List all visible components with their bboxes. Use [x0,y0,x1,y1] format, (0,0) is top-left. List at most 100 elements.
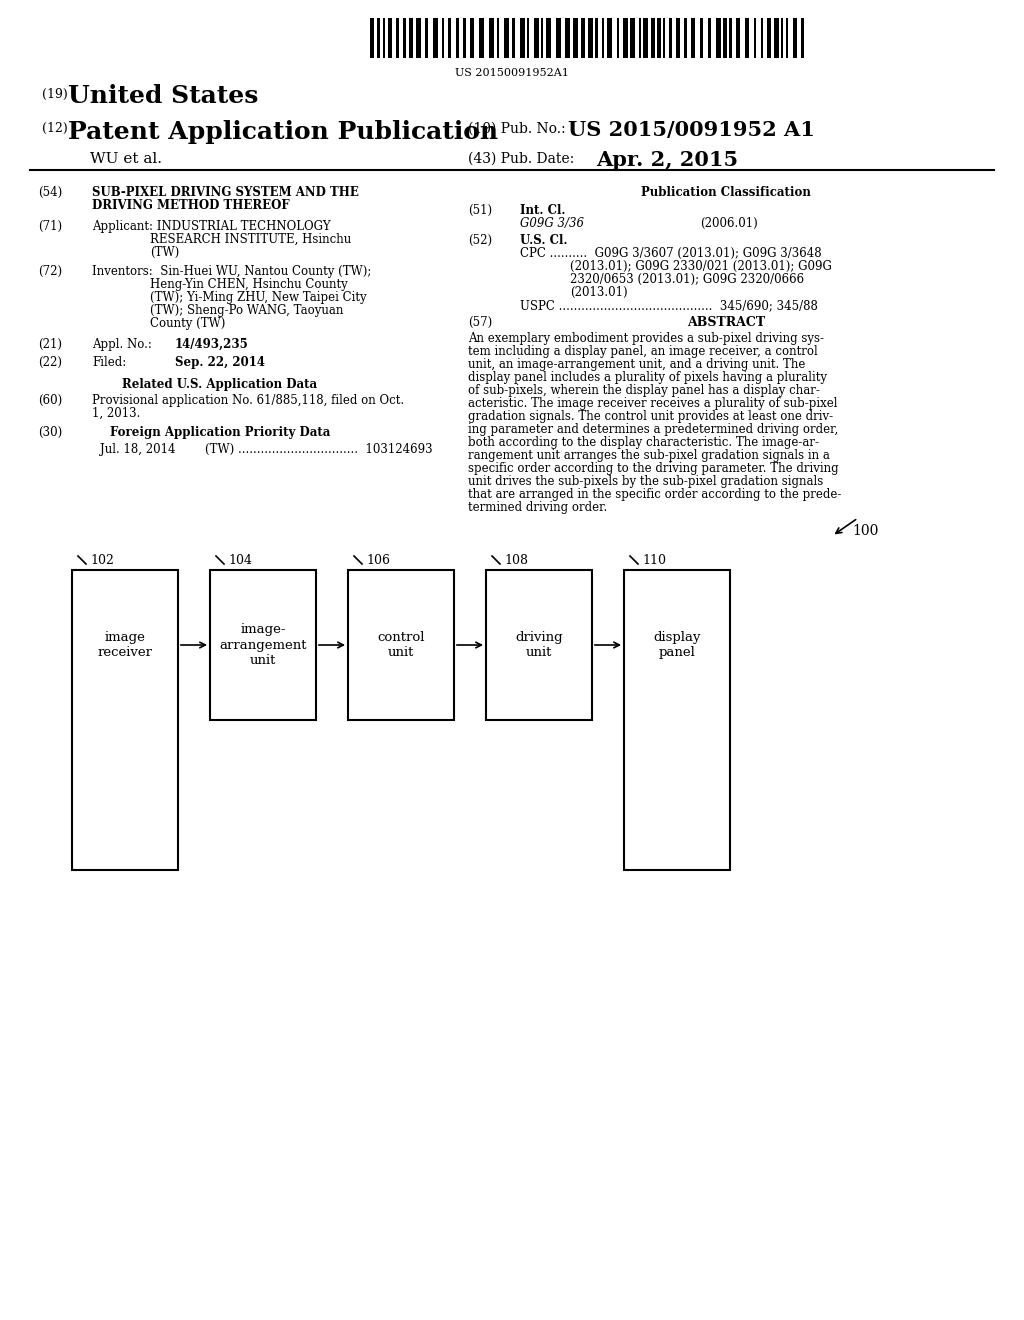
Bar [463,18,466,58]
Bar [691,18,695,58]
Text: rangement unit arranges the sub-pixel gradation signals in a: rangement unit arranges the sub-pixel gr… [468,449,829,462]
Bar [617,18,618,58]
Text: Inventors:  Sin-Huei WU, Nantou County (TW);: Inventors: Sin-Huei WU, Nantou County (T… [92,265,372,279]
Bar [708,18,711,58]
Bar [729,18,732,58]
Bar [754,18,756,58]
Bar [489,18,494,58]
Text: image-
arrangement
unit: image- arrangement unit [219,623,307,667]
Bar [602,18,604,58]
Text: Jul. 18, 2014: Jul. 18, 2014 [100,444,175,455]
Bar [786,18,788,58]
Bar [767,18,771,58]
Bar [669,18,672,58]
Bar [348,570,454,719]
Text: display panel includes a plurality of pixels having a plurality: display panel includes a plurality of pi… [468,371,827,384]
Bar [623,18,628,58]
Bar [546,18,551,58]
Bar [449,18,451,58]
Bar [456,18,459,58]
Text: (2006.01): (2006.01) [700,216,758,230]
Text: Applicant: INDUSTRIAL TECHNOLOGY: Applicant: INDUSTRIAL TECHNOLOGY [92,220,331,234]
Text: (52): (52) [468,234,493,247]
Bar [520,18,525,58]
Bar [781,18,783,58]
Bar [581,18,585,58]
Text: (TW): (TW) [150,246,179,259]
Bar [774,18,779,58]
Bar [370,18,374,58]
Bar [72,570,178,870]
Bar [479,18,484,58]
Bar [624,570,730,870]
Text: Related U.S. Application Data: Related U.S. Application Data [123,378,317,391]
Text: County (TW): County (TW) [150,317,225,330]
Bar [409,18,413,58]
Text: gradation signals. The control unit provides at least one driv-: gradation signals. The control unit prov… [468,411,834,422]
Text: (51): (51) [468,205,493,216]
Bar [396,18,399,58]
Text: (22): (22) [38,356,62,370]
Bar [210,570,316,719]
Text: unit, an image-arrangement unit, and a driving unit. The: unit, an image-arrangement unit, and a d… [468,358,805,371]
Bar [527,18,529,58]
Text: 102: 102 [90,554,114,568]
Bar [630,18,635,58]
Text: (TW) ................................  103124693: (TW) ................................ 10… [205,444,432,455]
Bar [657,18,662,58]
Text: Apr. 2, 2015: Apr. 2, 2015 [596,150,738,170]
Bar [541,18,543,58]
Bar [403,18,406,58]
Bar [639,18,641,58]
Bar [663,18,665,58]
Bar [486,570,592,719]
Bar [377,18,380,58]
Text: (TW); Sheng-Po WANG, Taoyuan: (TW); Sheng-Po WANG, Taoyuan [150,304,343,317]
Text: acteristic. The image receiver receives a plurality of sub-pixel: acteristic. The image receiver receives … [468,397,838,411]
Text: RESEARCH INSTITUTE, Hsinchu: RESEARCH INSTITUTE, Hsinchu [150,234,351,246]
Bar [643,18,648,58]
Bar [534,18,539,58]
Text: image
receiver: image receiver [97,631,153,659]
Bar [425,18,428,58]
Text: that are arranged in the specific order according to the prede-: that are arranged in the specific order … [468,488,842,502]
Text: display
panel: display panel [653,631,700,659]
Text: WU et al.: WU et al. [90,152,162,166]
Bar [676,18,680,58]
Bar [470,18,474,58]
Text: termined driving order.: termined driving order. [468,502,607,513]
Text: driving
unit: driving unit [515,631,563,659]
Text: Int. Cl.: Int. Cl. [520,205,565,216]
Bar [700,18,703,58]
Bar [588,18,593,58]
Text: (60): (60) [38,393,62,407]
Text: Publication Classification: Publication Classification [641,186,811,199]
Text: 2320/0653 (2013.01); G09G 2320/0666: 2320/0653 (2013.01); G09G 2320/0666 [570,273,804,286]
Text: control
unit: control unit [377,631,425,659]
Text: Heng-Yin CHEN, Hsinchu County: Heng-Yin CHEN, Hsinchu County [150,279,348,290]
Text: Filed:: Filed: [92,356,126,370]
Text: (71): (71) [38,220,62,234]
Bar [723,18,727,58]
Text: of sub-pixels, wherein the display panel has a display char-: of sub-pixels, wherein the display panel… [468,384,820,397]
Text: 106: 106 [366,554,390,568]
Bar [416,18,421,58]
Text: An exemplary embodiment provides a sub-pixel driving sys-: An exemplary embodiment provides a sub-p… [468,333,824,345]
Bar [651,18,655,58]
Bar [801,18,804,58]
Text: (21): (21) [38,338,62,351]
Text: Patent Application Publication: Patent Application Publication [68,120,498,144]
Text: SUB-PIXEL DRIVING SYSTEM AND THE: SUB-PIXEL DRIVING SYSTEM AND THE [92,186,358,199]
Text: (19): (19) [42,88,68,102]
Text: ABSTRACT: ABSTRACT [687,315,765,329]
Text: (2013.01); G09G 2330/021 (2013.01); G09G: (2013.01); G09G 2330/021 (2013.01); G09G [570,260,831,273]
Text: 110: 110 [642,554,666,568]
Text: both according to the display characteristic. The image-ar-: both according to the display characteri… [468,436,819,449]
Bar [607,18,612,58]
Text: DRIVING METHOD THEREOF: DRIVING METHOD THEREOF [92,199,290,213]
Text: ing parameter and determines a predetermined driving order,: ing parameter and determines a predeterm… [468,422,839,436]
Bar [383,18,385,58]
Text: (43) Pub. Date:: (43) Pub. Date: [468,152,574,166]
Bar [442,18,444,58]
Text: 1, 2013.: 1, 2013. [92,407,140,420]
